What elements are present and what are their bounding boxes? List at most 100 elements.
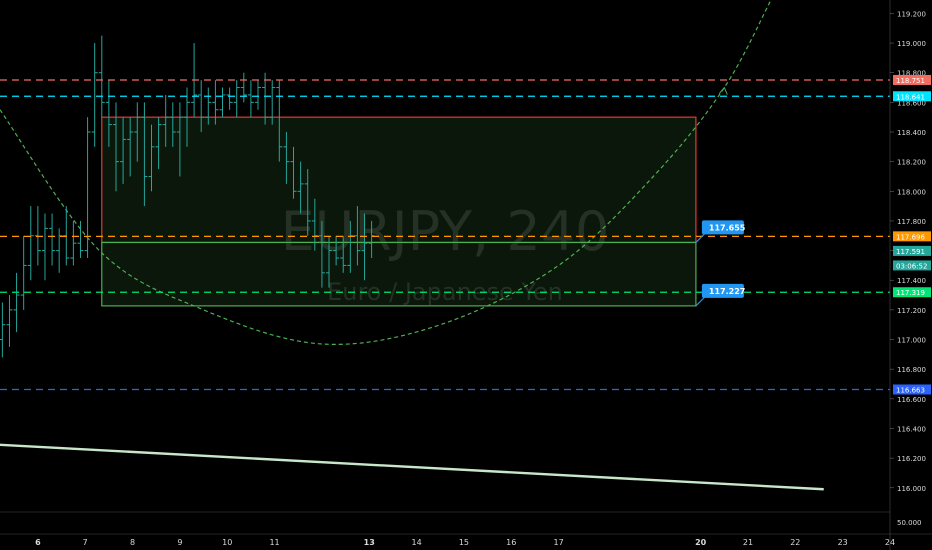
candle — [141, 102, 148, 207]
candle — [290, 146, 297, 199]
candle — [240, 72, 247, 103]
y-tick-label: 116.200 — [897, 455, 926, 463]
callout-box[interactable] — [701, 283, 744, 298]
x-tick-label: 7 — [83, 538, 88, 547]
candle — [255, 80, 262, 110]
trendline[interactable] — [0, 443, 824, 491]
candle — [205, 87, 212, 125]
candle — [333, 235, 340, 266]
candle — [276, 80, 283, 162]
range-boxes — [101, 116, 697, 307]
candle — [198, 80, 205, 132]
candle — [162, 94, 169, 147]
symbol-watermark: EURJPY, 240 Euro / Japanese Yen — [281, 200, 610, 306]
last-price-badge — [893, 260, 931, 271]
candle — [219, 87, 226, 118]
candle — [247, 80, 254, 118]
curve-arrowhead — [718, 86, 728, 95]
y-tick-label: 117.000 — [897, 337, 926, 345]
candle — [127, 117, 134, 177]
candle — [340, 235, 347, 273]
candle — [13, 272, 20, 333]
candle — [212, 80, 219, 125]
price-badge-label: 117.319 — [896, 289, 925, 297]
price-badge — [893, 91, 931, 102]
x-tick-label: 21 — [743, 538, 753, 547]
curve-layer — [0, 0, 772, 345]
x-tick-label: 9 — [177, 538, 182, 547]
candle — [269, 80, 276, 125]
y-tick-label: 118.400 — [897, 129, 926, 137]
price-badge — [893, 287, 931, 298]
y-tick-label: 117.200 — [897, 307, 926, 315]
y-tick-label: 116.800 — [897, 366, 926, 374]
last-price-badge — [893, 245, 931, 256]
candle — [27, 206, 34, 281]
candle — [70, 220, 77, 266]
candle — [169, 102, 176, 147]
candle — [304, 169, 311, 236]
x-tick-label: 13 — [364, 538, 375, 547]
callout-label: 117.227 — [709, 287, 745, 296]
candle — [318, 220, 325, 288]
price-badge — [893, 231, 931, 242]
candle — [262, 72, 269, 125]
candle — [20, 235, 27, 310]
price-badge-label: 116.663 — [896, 386, 925, 394]
y-tick-label: 117.800 — [897, 218, 926, 226]
candle — [41, 213, 48, 281]
x-tick-label: 20 — [695, 538, 707, 547]
x-tick-label: 11 — [269, 538, 279, 547]
price-badge-label: 117.696 — [896, 233, 925, 241]
y-tick-label: 117.400 — [897, 277, 926, 285]
x-tick-label: 8 — [130, 538, 135, 547]
candle — [77, 220, 84, 258]
projection-curve[interactable] — [0, 0, 772, 345]
price-axis[interactable]: 119.200 119.000 118.800 118.600 118.400 118.2… — [890, 10, 926, 493]
callout-box[interactable] — [701, 220, 744, 235]
y-tick-label: 116.400 — [897, 425, 926, 433]
x-tick-label: 14 — [412, 538, 422, 547]
trendline-layer — [0, 443, 824, 491]
y-tick-label: 116.000 — [897, 485, 926, 493]
callout-label: 117.655 — [709, 223, 746, 232]
y-tick-label: 118.200 — [897, 159, 926, 167]
watermark-symbol: EURJPY, 240 — [281, 200, 610, 263]
x-tick-label: 22 — [790, 538, 800, 547]
candle — [120, 117, 127, 184]
candle — [361, 213, 368, 281]
x-tick-label: 15 — [459, 538, 469, 547]
candle — [134, 102, 141, 162]
horizontal-lines — [0, 79, 890, 391]
y-tick-label: 118.000 — [897, 188, 926, 196]
candle — [326, 235, 333, 288]
candle — [98, 35, 105, 118]
upper-range-box[interactable] — [101, 116, 697, 244]
candle — [183, 87, 190, 147]
candle — [6, 295, 13, 347]
price-badge-label: 118.751 — [896, 77, 925, 85]
x-tick-label: 16 — [506, 538, 516, 547]
volume-axis-label: 50.000 — [897, 519, 922, 527]
x-tick-label: 6 — [35, 538, 41, 547]
candle — [176, 102, 183, 177]
time-axis[interactable]: 6 7 8 9 10 11 13 14 15 16 17 20 21 22 23 24 — [35, 538, 895, 547]
price-badge-label: 118.641 — [896, 93, 925, 101]
candle — [155, 117, 162, 170]
candle — [105, 80, 112, 147]
x-tick-label: 17 — [554, 538, 564, 547]
price-badge — [893, 74, 931, 85]
price-badge — [893, 384, 931, 395]
price-axis-badges: 118.751 118.641 117.696 117.319 116.663 117.5… — [893, 74, 931, 395]
candle — [283, 132, 290, 184]
x-tick-label: 24 — [885, 538, 895, 547]
y-tick-label: 118.800 — [897, 70, 926, 78]
lower-range-box[interactable] — [101, 241, 697, 307]
candle — [84, 117, 91, 258]
y-tick-label: 118.600 — [897, 99, 926, 107]
price-callouts: 117.655 117.227 — [695, 220, 746, 307]
x-tick-label: 10 — [222, 538, 232, 547]
candle — [148, 124, 155, 192]
